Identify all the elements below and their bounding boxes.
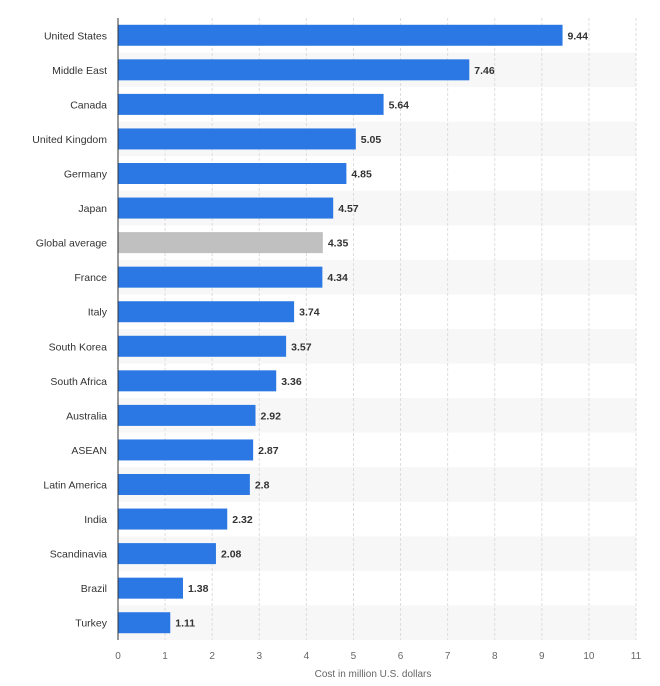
bar[interactable] — [118, 24, 563, 46]
x-tick-label: 4 — [304, 651, 310, 662]
x-tick-label: 2 — [209, 651, 215, 662]
value-label: 7.46 — [474, 65, 495, 77]
category-label: India — [84, 514, 107, 526]
bar[interactable] — [118, 439, 254, 461]
bar[interactable] — [118, 93, 384, 115]
value-label: 5.05 — [361, 134, 382, 146]
x-tick-label: 11 — [631, 651, 642, 662]
value-label: 9.44 — [568, 30, 589, 42]
bar[interactable] — [118, 508, 228, 530]
category-label: United Kingdom — [32, 134, 107, 146]
x-axis-title: Cost in million U.S. dollars — [315, 669, 432, 680]
bars — [118, 24, 563, 634]
value-label: 2.08 — [221, 549, 242, 561]
value-label: 3.74 — [299, 307, 320, 319]
category-label: Global average — [36, 238, 107, 250]
category-label: Germany — [64, 169, 108, 181]
bar[interactable] — [118, 543, 216, 565]
category-label: Brazil — [81, 583, 107, 595]
x-tick-label: 1 — [162, 651, 168, 662]
value-label: 5.64 — [389, 99, 410, 111]
value-labels: 9.44 7.46 5.64 5.05 4.85 4.57 4.35 4.34 3.74 3.57… — [175, 30, 588, 629]
bar[interactable] — [118, 197, 334, 219]
x-tick-label: 0 — [115, 651, 121, 662]
category-label: Canada — [70, 99, 107, 111]
category-labels: United States Middle East Canada United Kin… — [32, 30, 107, 629]
x-tick-label: 5 — [351, 651, 357, 662]
value-label: 1.38 — [188, 583, 209, 595]
bar[interactable] — [118, 163, 347, 184]
value-label: 4.57 — [338, 203, 359, 215]
value-label: 4.35 — [328, 238, 349, 250]
category-label: France — [74, 272, 107, 284]
value-label: 4.34 — [327, 272, 348, 284]
x-tick-label: 9 — [539, 651, 545, 662]
category-label: Scandinavia — [50, 549, 107, 561]
bar[interactable] — [118, 577, 183, 599]
bar[interactable] — [118, 301, 295, 323]
x-tick-label: 8 — [492, 651, 498, 662]
value-label: 2.92 — [261, 410, 282, 422]
bar[interactable] — [118, 128, 356, 150]
category-label: Latin America — [43, 480, 107, 492]
value-label: 3.36 — [281, 376, 302, 388]
bar[interactable] — [118, 404, 256, 426]
bar[interactable] — [118, 59, 470, 81]
value-label: 3.57 — [291, 341, 312, 353]
x-tick-labels: 0 1 2 3 4 5 6 7 8 9 10 11 — [115, 651, 641, 662]
x-tick-label: 3 — [256, 651, 262, 662]
x-tick-label: 7 — [445, 651, 451, 662]
bar[interactable] — [118, 232, 323, 254]
value-label: 4.85 — [351, 169, 372, 181]
bar[interactable] — [118, 266, 323, 288]
bar[interactable] — [118, 612, 171, 634]
category-label: Middle East — [52, 65, 107, 77]
category-label: Australia — [66, 410, 107, 422]
gridlines — [164, 18, 637, 640]
category-label: South Korea — [49, 341, 108, 353]
category-label: United States — [44, 30, 107, 42]
row-band — [118, 605, 636, 640]
value-label: 1.11 — [175, 618, 195, 630]
bar[interactable] — [118, 474, 250, 495]
category-label: Turkey — [75, 618, 107, 630]
value-label: 2.87 — [258, 445, 279, 457]
bar[interactable] — [118, 370, 277, 392]
x-tick-label: 6 — [398, 651, 404, 662]
category-label: ASEAN — [71, 445, 107, 457]
category-label: Italy — [88, 307, 108, 319]
category-label: Japan — [78, 203, 107, 215]
category-label: South Africa — [50, 376, 107, 388]
x-tick-label: 10 — [583, 651, 595, 662]
bar[interactable] — [118, 335, 287, 357]
value-label: 2.8 — [255, 480, 270, 492]
value-label: 2.32 — [232, 514, 253, 526]
